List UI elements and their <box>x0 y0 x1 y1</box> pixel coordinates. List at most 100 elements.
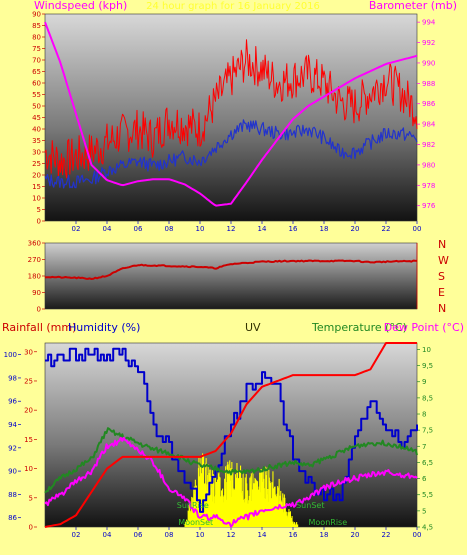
wind-plot-x-tick-label: 10 <box>196 225 205 233</box>
uv-bar <box>218 472 220 527</box>
rainfall-axis-tick-label: 5 <box>29 494 33 502</box>
windspeed-axis-tick-label: 25 <box>32 160 41 168</box>
barometer-axis-tick-label: 984 <box>422 121 436 129</box>
temperature-axis-tick-label: 5,5 <box>422 491 433 499</box>
temperature-axis-tick-label: 9 <box>422 378 426 386</box>
barometer-axis-tick-label: 980 <box>422 161 435 169</box>
uv-bar <box>291 516 293 527</box>
rainfall-axis-tick-label: 15 <box>24 436 33 444</box>
windspeed-axis-tick-label: 70 <box>32 57 41 65</box>
temperature-axis-tick-label: 5 <box>422 507 426 515</box>
humidity-axis-title: Humidity (%) <box>68 321 140 334</box>
temperature-axis-tick-label: 6 <box>422 475 427 483</box>
temperature-axis-tick-label: 10 <box>422 346 431 354</box>
humidity-axis-tick-label: 98 <box>8 374 17 382</box>
temperature-axis-tick-label: 9,5 <box>422 362 433 370</box>
wind-plot-x-tick-label: 00 <box>413 225 422 233</box>
windspeed-axis-tick-label: 90 <box>32 11 41 19</box>
temperature-line <box>44 427 418 494</box>
compass-n-top: N <box>438 238 446 251</box>
temperature-axis-tick-label: 4,5 <box>422 524 433 532</box>
astro-label-moonset: MoonSet <box>178 518 213 527</box>
uv-bar <box>258 489 260 527</box>
temperature-axis-tick-label: 6,5 <box>422 459 433 467</box>
uv-bar <box>242 470 244 527</box>
uv-axis-title: UV <box>245 321 261 334</box>
wind-plot-x-tick-label: 18 <box>320 225 329 233</box>
windspeed-axis-tick-label: 5 <box>37 206 41 214</box>
climate-plot-x-tick-label: 14 <box>258 531 267 539</box>
uv-bar <box>286 517 288 527</box>
wind-plot-background <box>45 14 417 221</box>
uv-bar <box>225 499 227 527</box>
climate-plot-x-tick-label: 10 <box>196 531 205 539</box>
rainfall-axis-tick-label: 0 <box>29 524 33 532</box>
rainfall-axis-tick-label: 10 <box>24 465 33 473</box>
compass-s: S <box>438 270 445 283</box>
direction-axis-tick-label: 180 <box>28 273 41 281</box>
uv-bar <box>290 517 292 527</box>
humidity-axis-tick-label: 94 <box>8 421 17 429</box>
climate-plot-x-tick-label: 22 <box>382 531 391 539</box>
windspeed-axis-title: Windspeed (kph) <box>34 0 127 12</box>
temperature-axis-tick-label: 7,5 <box>422 427 433 435</box>
humidity-axis-tick-label: 92 <box>8 444 17 452</box>
barometer-axis-tick-label: 988 <box>422 80 435 88</box>
uv-bar <box>268 477 270 527</box>
windspeed-axis-tick-label: 10 <box>32 195 41 203</box>
barometer-axis-tick-label: 976 <box>422 202 436 210</box>
uv-bar <box>243 502 245 527</box>
wind-plot-x-tick-label: 08 <box>165 225 174 233</box>
uv-bar <box>296 522 298 527</box>
rainfall-axis-title: Rainfall (mm) <box>2 321 76 334</box>
uv-bar <box>225 466 227 527</box>
climate-plot-x-tick-label: 20 <box>351 531 360 539</box>
climate-plot-x-tick-label: 18 <box>320 531 329 539</box>
uv-bar <box>283 512 285 527</box>
uv-bar <box>204 483 206 527</box>
humidity-axis-tick-label: 88 <box>8 491 17 499</box>
barometer-axis-tick-label: 978 <box>422 182 435 190</box>
direction-compass-labels: N W S E N <box>438 238 449 315</box>
wind-plot-x-tick-label: 12 <box>227 225 236 233</box>
chart-layer: 0510152025303540455055606570758085909769… <box>4 11 436 540</box>
temperature-axis-tick-label: 7 <box>422 443 426 451</box>
direction-axis-tick-label: 0 <box>37 306 41 314</box>
uv-bar <box>207 464 209 527</box>
uv-bar <box>214 476 216 527</box>
barometer-axis-title: Barometer (mb) <box>369 0 457 12</box>
uv-bar <box>264 466 266 527</box>
rainfall-axis-tick-label: 25 <box>24 377 33 385</box>
climate-plot-x-tick-label: 06 <box>134 531 143 539</box>
uv-bar <box>229 460 231 527</box>
uv-bar <box>265 498 267 527</box>
temperature-axis-title: Temperature (°C) <box>311 321 407 334</box>
uv-bar <box>211 482 213 527</box>
wind-plot-x-tick-label: 06 <box>134 225 143 233</box>
windspeed-axis-tick-label: 85 <box>32 22 41 30</box>
humidity-axis-tick-label: 100 <box>4 351 17 359</box>
climate-plot-x-tick-label: 08 <box>165 531 174 539</box>
uv-bar <box>222 488 224 527</box>
windspeed-axis-tick-label: 50 <box>32 103 41 111</box>
compass-n-bottom: N <box>438 302 446 315</box>
compass-e: E <box>438 286 445 299</box>
barometer-axis-tick-label: 982 <box>422 141 435 149</box>
uv-bar <box>236 463 238 527</box>
uv-bar <box>276 497 278 527</box>
uv-bar <box>186 519 188 527</box>
windspeed-axis-tick-label: 65 <box>32 68 41 76</box>
chart-title: 24 hour graph for 16 January 2016 <box>146 1 320 12</box>
windspeed-axis-tick-label: 45 <box>32 114 41 122</box>
uv-bar <box>294 522 296 527</box>
uv-bar <box>297 524 299 527</box>
wind-plot-x-tick-label: 16 <box>289 225 298 233</box>
wind-plot-x-tick-label: 14 <box>258 225 267 233</box>
humidity-axis-tick-label: 86 <box>8 514 17 522</box>
wind-plot-x-tick-label: 04 <box>103 225 112 233</box>
temperature-axis-tick-label: 8 <box>422 411 426 419</box>
wind-plot-x-tick-label: 20 <box>351 225 360 233</box>
uv-bar <box>261 481 263 527</box>
uv-bar <box>189 510 191 527</box>
dewpoint-line <box>44 436 418 528</box>
